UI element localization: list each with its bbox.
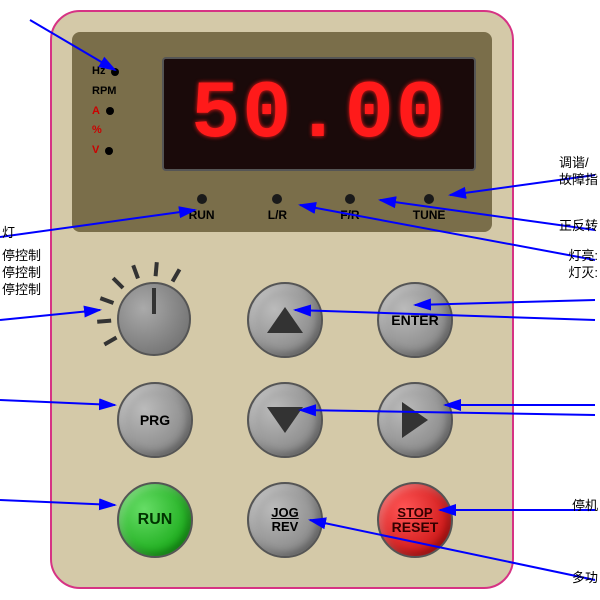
unit-hz: Hz — [92, 62, 105, 82]
lcd-display: 50.00 — [162, 57, 476, 171]
display-area: Hz RPM A % V 50.00 RUN L/R F/R TUNE — [72, 32, 492, 232]
triangle-down-icon — [267, 407, 303, 433]
unit-rpm: RPM — [92, 82, 116, 102]
down-button[interactable] — [247, 382, 323, 458]
keypad: ENTER PRG RUN JOGREV STOPRESET — [82, 252, 482, 572]
annot-run-led: 灯 — [2, 225, 15, 242]
status-led-row: RUN L/R F/R TUNE — [162, 194, 472, 222]
stop-reset-button[interactable]: STOPRESET — [377, 482, 453, 558]
enter-button[interactable]: ENTER — [377, 282, 453, 358]
unit-pct: % — [92, 121, 102, 141]
annot-jog: 多功 — [572, 570, 598, 587]
annot-ctrl: 停控制 停控制 停控制 — [2, 248, 41, 299]
run-button[interactable]: RUN — [117, 482, 193, 558]
unit-a: A — [92, 102, 100, 122]
annot-tune: 调谐/ 故障指 — [559, 155, 598, 189]
unit-indicator-column: Hz RPM A % V — [92, 62, 119, 161]
jog-rev-button[interactable]: JOGREV — [247, 482, 323, 558]
triangle-up-icon — [267, 307, 303, 333]
status-run: RUN — [189, 194, 215, 222]
status-lr: L/R — [268, 194, 287, 222]
rotary-knob[interactable] — [117, 282, 191, 356]
right-button[interactable] — [377, 382, 453, 458]
status-tune: TUNE — [413, 194, 446, 222]
annot-fr: 正反转 — [559, 218, 598, 235]
prg-button[interactable]: PRG — [117, 382, 193, 458]
up-button[interactable] — [247, 282, 323, 358]
status-fr: F/R — [340, 194, 359, 222]
triangle-right-icon — [402, 402, 428, 438]
device-panel: Hz RPM A % V 50.00 RUN L/R F/R TUNE — [50, 10, 514, 589]
annot-stop: 停机 — [572, 498, 598, 515]
lcd-value: 50.00 — [191, 68, 447, 161]
unit-v: V — [92, 141, 99, 161]
annot-lr: 灯亮: 灯灭: — [568, 248, 598, 282]
